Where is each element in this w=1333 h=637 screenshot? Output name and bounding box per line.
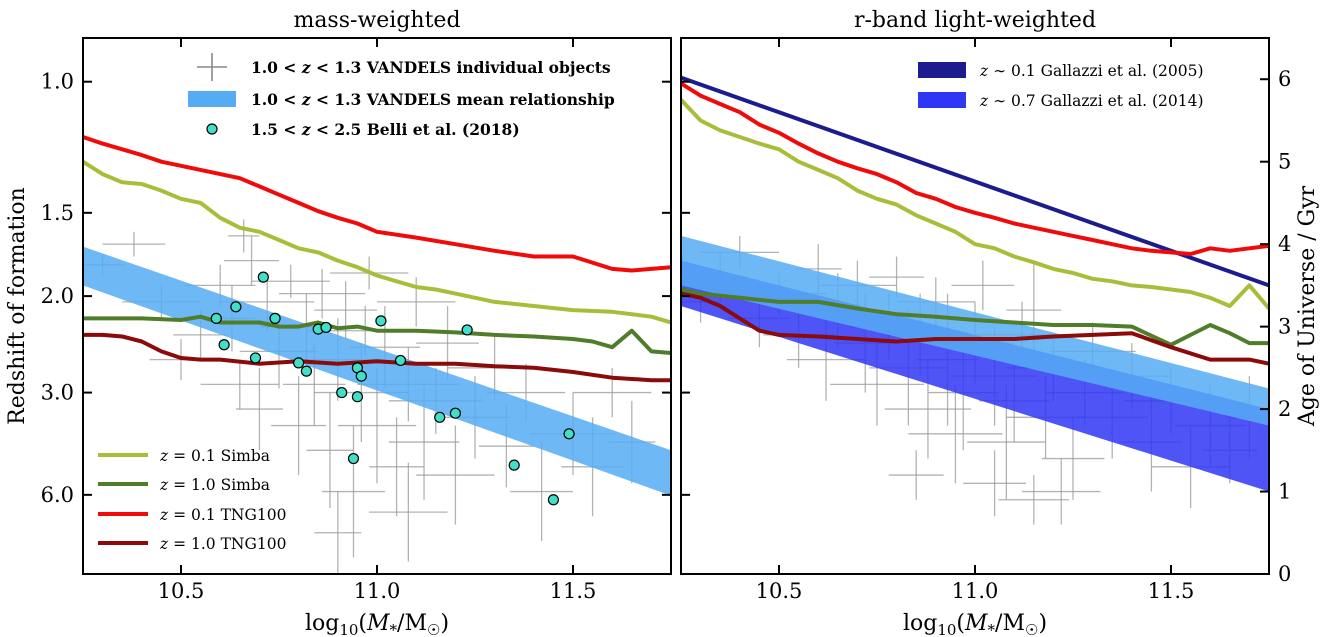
age-tick-label-1: 1 bbox=[1278, 480, 1291, 504]
x-tick-label-1-11.5: 11.5 bbox=[1148, 579, 1195, 603]
line-z-0-1-tng100 bbox=[681, 81, 1269, 256]
band-1-0-z-1-3-vandels-mean-relationship bbox=[83, 246, 671, 496]
x-tick-label-1-11.0: 11.0 bbox=[952, 579, 999, 603]
line-z-0-1-tng100 bbox=[83, 135, 671, 273]
left-lines bbox=[83, 135, 671, 383]
right-panel-title: r-band light-weighted bbox=[854, 8, 1096, 33]
belli-marker-9 bbox=[249, 352, 262, 364]
legends: 1.0 < z < 1.3 VANDELS individual objects… bbox=[98, 53, 1204, 553]
belli-marker-16 bbox=[351, 391, 363, 403]
age-tick-label-2: 2 bbox=[1278, 397, 1291, 421]
left-y-axis-label: Redshift of formation bbox=[5, 187, 30, 425]
right-x-axis-label: log10(M*/M☉) bbox=[903, 611, 1047, 637]
z-tick-label-3.0: 3.0 bbox=[41, 381, 74, 405]
belli-marker-19 bbox=[347, 452, 360, 465]
legend-1-5-z-2-5-belli-et-al-2018-label: 1.5 < z < 2.5 Belli et al. (2018) bbox=[251, 120, 520, 139]
belli-marker-15 bbox=[336, 386, 348, 399]
belli-marker-0 bbox=[257, 271, 269, 283]
legend-z-0-1-gallazzi-et-al-2005-swatch bbox=[918, 62, 966, 78]
line-z-1-0-tng100 bbox=[83, 332, 671, 383]
z-tick-label-1.5: 1.5 bbox=[41, 201, 74, 225]
legend-z-1-0-tng100-label: z = 1.0 TNG100 bbox=[159, 535, 286, 553]
belli-marker-12 bbox=[394, 354, 407, 367]
legend-z-0-1-simba-label: z = 0.1 Simba bbox=[159, 447, 270, 465]
x-tick-label-0-11.5: 11.5 bbox=[550, 579, 597, 603]
legend-z-1-0-simba-label: z = 1.0 Simba bbox=[159, 476, 270, 494]
belli-marker-22 bbox=[547, 494, 560, 506]
z-tick-label-1.0: 1.0 bbox=[41, 70, 74, 94]
left-markers bbox=[210, 271, 575, 506]
line-z-1-0-simba bbox=[681, 287, 1269, 347]
left-x-axis-label: log10(M*/M☉) bbox=[305, 611, 449, 637]
belli-marker-11 bbox=[300, 365, 313, 377]
belli-marker-5 bbox=[320, 321, 332, 334]
left-bands bbox=[83, 246, 671, 496]
line-z-1-0-tng100 bbox=[681, 291, 1269, 366]
legend-z-0-7-gallazzi-et-al-2014-swatch bbox=[918, 92, 966, 108]
legend-z-0-7-gallazzi-et-al-2014-label: z ∼ 0.7 Gallazzi et al. (2014) bbox=[979, 92, 1204, 110]
legend-1-0-z-1-3-vandels-mean-relationship-swatch bbox=[188, 91, 236, 107]
belli-marker-21 bbox=[508, 459, 520, 471]
age-tick-label-6: 6 bbox=[1278, 67, 1291, 91]
belli-marker-7 bbox=[375, 315, 387, 327]
age-tick-label-3: 3 bbox=[1278, 315, 1291, 339]
belli-marker-10 bbox=[293, 357, 305, 369]
age-tick-label-0: 0 bbox=[1278, 562, 1291, 586]
band-1-0-z-1-3-vandels-mean-relationship bbox=[681, 235, 1269, 426]
legend-1-0-z-1-3-vandels-individual-objects-label: 1.0 < z < 1.3 VANDELS individual objects bbox=[251, 58, 611, 77]
axis-ticks: 10.5 11.0 11.5 10.5 11.0 11.5 0 1 2 3 4 5 6 1.0 1.5 2.0… bbox=[41, 38, 1291, 603]
belli-marker-18 bbox=[434, 411, 446, 423]
x-tick-label-1-10.5: 10.5 bbox=[756, 579, 803, 603]
x-tick-label-0-10.5: 10.5 bbox=[158, 579, 205, 603]
right-y-axis-label: Age of Universe / Gyr bbox=[1295, 185, 1320, 427]
belli-marker-14 bbox=[355, 370, 367, 382]
legend-1-0-z-1-3-vandels-mean-relationship-label: 1.0 < z < 1.3 VANDELS mean relationship bbox=[251, 90, 615, 109]
right-lines bbox=[681, 75, 1269, 366]
right-plot-area bbox=[681, 75, 1269, 525]
age-tick-label-4: 4 bbox=[1278, 232, 1291, 256]
line-z-0-1-simba bbox=[83, 159, 671, 325]
belli-marker-3 bbox=[269, 312, 281, 324]
left-panel-title: mass-weighted bbox=[293, 8, 460, 33]
legend-z-0-1-tng100-label: z = 0.1 TNG100 bbox=[159, 506, 286, 524]
belli-marker-2 bbox=[210, 312, 222, 324]
belli-marker-20 bbox=[563, 428, 575, 440]
belli-marker-6 bbox=[218, 339, 230, 351]
legend-1-5-z-2-5-belli-et-al-2018-swatch bbox=[206, 123, 218, 135]
line-z-0-1-simba bbox=[681, 97, 1269, 311]
z-tick-label-6.0: 6.0 bbox=[41, 483, 74, 507]
right-bands bbox=[681, 235, 1269, 492]
belli-marker-1 bbox=[230, 301, 242, 313]
age-tick-label-5: 5 bbox=[1278, 150, 1291, 174]
line-z-1-0-simba bbox=[83, 314, 671, 355]
belli-marker-8 bbox=[461, 324, 473, 336]
z-tick-label-2.0: 2.0 bbox=[41, 284, 74, 308]
legend-z-0-1-gallazzi-et-al-2005-label: z ∼ 0.1 Gallazzi et al. (2005) bbox=[979, 62, 1204, 80]
left-plot-area bbox=[83, 135, 671, 574]
x-tick-label-0-11.0: 11.0 bbox=[354, 579, 401, 603]
belli-marker-17 bbox=[449, 407, 461, 419]
